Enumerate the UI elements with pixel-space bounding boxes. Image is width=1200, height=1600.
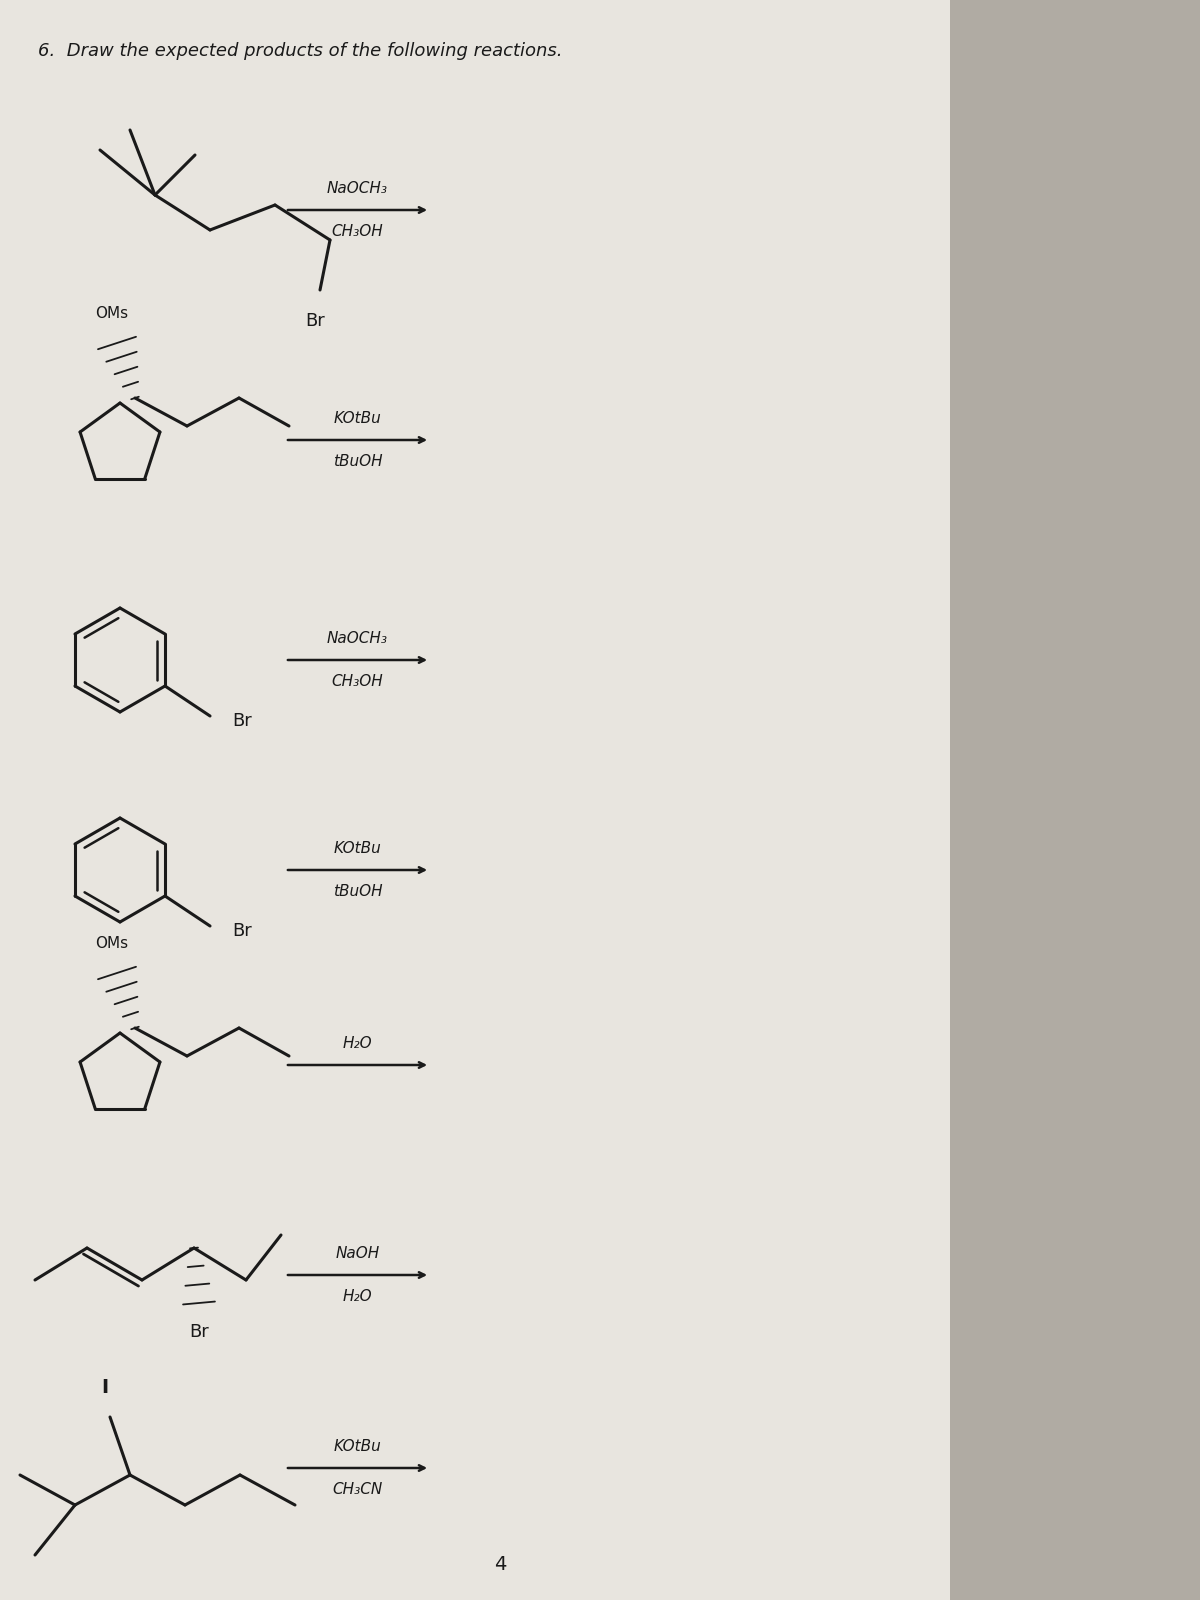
FancyBboxPatch shape (0, 0, 950, 1600)
Text: OMs: OMs (96, 936, 128, 950)
Text: H₂O: H₂O (343, 1290, 372, 1304)
Text: H₂O: H₂O (343, 1037, 372, 1051)
Text: NaOCH₃: NaOCH₃ (326, 181, 388, 195)
Text: 4: 4 (494, 1555, 506, 1574)
Text: tBuOH: tBuOH (332, 883, 383, 899)
Text: KOtBu: KOtBu (334, 411, 382, 426)
Text: CH₃CN: CH₃CN (332, 1482, 383, 1498)
Text: NaOH: NaOH (335, 1246, 379, 1261)
Text: Br: Br (232, 712, 252, 730)
Text: OMs: OMs (96, 306, 128, 322)
Text: tBuOH: tBuOH (332, 454, 383, 469)
Text: Br: Br (190, 1323, 209, 1341)
Text: NaOCH₃: NaOCH₃ (326, 630, 388, 646)
Text: I: I (102, 1378, 108, 1397)
Text: KOtBu: KOtBu (334, 1438, 382, 1454)
Text: KOtBu: KOtBu (334, 842, 382, 856)
Text: Br: Br (232, 922, 252, 939)
Text: CH₃OH: CH₃OH (331, 224, 383, 238)
Text: Br: Br (305, 312, 325, 330)
Text: 6.  Draw the expected products of the following reactions.: 6. Draw the expected products of the fol… (38, 42, 563, 59)
Text: CH₃OH: CH₃OH (331, 674, 383, 690)
